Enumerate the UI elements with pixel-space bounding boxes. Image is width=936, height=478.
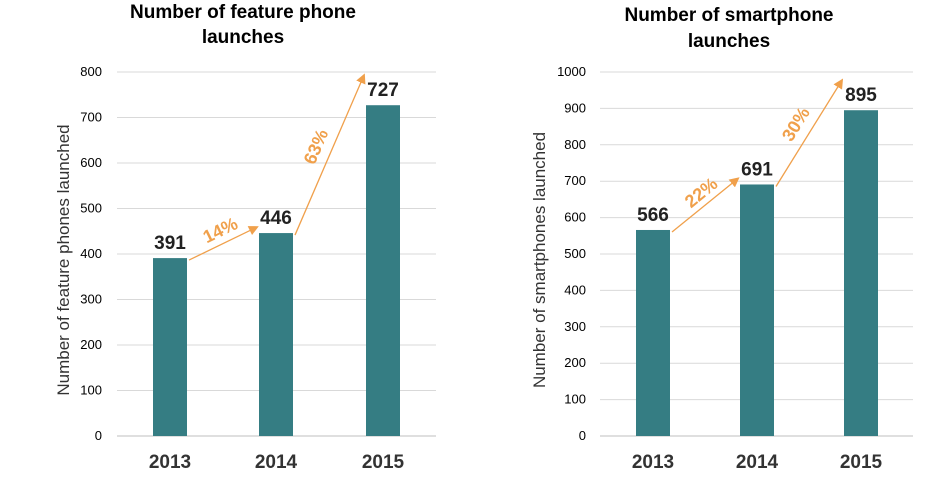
y-tick-label: 900 xyxy=(564,100,586,115)
growth-label: 30% xyxy=(778,104,814,145)
x-tick-label: 2015 xyxy=(362,452,405,473)
data-label: 895 xyxy=(845,85,877,106)
growth-arrow xyxy=(671,177,740,233)
y-tick-label: 100 xyxy=(80,383,102,398)
y-tick-label: 0 xyxy=(579,428,586,443)
data-label: 446 xyxy=(260,208,292,229)
y-tick-label: 600 xyxy=(564,210,586,225)
y-tick-label: 300 xyxy=(80,292,102,307)
y-tick-label: 500 xyxy=(80,201,102,216)
x-tick-label: 2015 xyxy=(840,452,883,473)
y-tick-label: 400 xyxy=(80,246,102,261)
y-tick-label: 400 xyxy=(564,282,586,297)
y-tick-label: 700 xyxy=(80,110,102,125)
y-tick-label: 200 xyxy=(564,355,586,370)
bar xyxy=(259,233,293,436)
chart-title: Number of smartphone xyxy=(624,5,833,26)
bar xyxy=(740,184,774,436)
chart-title: Number of feature phone xyxy=(130,2,356,23)
growth-arrow xyxy=(188,226,259,261)
y-tick-label: 800 xyxy=(80,64,102,79)
data-label: 727 xyxy=(367,80,399,101)
data-label: 566 xyxy=(637,205,669,226)
growth-label: 22% xyxy=(681,173,722,211)
y-axis-label: Number of feature phones launched xyxy=(54,124,73,395)
y-tick-label: 600 xyxy=(80,155,102,170)
chart-title: launches xyxy=(688,31,770,52)
bar xyxy=(366,105,400,436)
x-tick-label: 2014 xyxy=(255,452,298,473)
y-tick-label: 700 xyxy=(564,173,586,188)
y-tick-label: 0 xyxy=(95,428,102,443)
growth-arrow xyxy=(775,78,844,187)
feature-phone-chart: 0 100 200 300 400 500 600 700 800 Number of featu… xyxy=(54,2,436,473)
growth-arrow xyxy=(294,73,366,236)
y-tick-label: 800 xyxy=(564,137,586,152)
x-tick-label: 2014 xyxy=(736,452,779,473)
chart-title: launches xyxy=(202,27,284,48)
bar xyxy=(636,229,670,436)
x-tick-label: 2013 xyxy=(149,452,191,473)
x-tick-label: 2013 xyxy=(632,452,674,473)
y-axis-label: Number of smartphones launched xyxy=(530,132,549,388)
smartphone-chart: 0 100 200 300 400 500 600 700 800 900 1000 Number o… xyxy=(530,5,913,473)
data-label: 691 xyxy=(741,159,773,180)
bar xyxy=(844,110,878,436)
y-tick-label: 1000 xyxy=(557,64,586,79)
y-tick-label: 300 xyxy=(564,319,586,334)
bar xyxy=(153,258,187,436)
y-tick-label: 100 xyxy=(564,392,586,407)
y-tick-label: 200 xyxy=(80,337,102,352)
y-tick-label: 500 xyxy=(564,246,586,261)
data-label: 391 xyxy=(154,233,186,254)
growth-label: 14% xyxy=(200,213,241,247)
